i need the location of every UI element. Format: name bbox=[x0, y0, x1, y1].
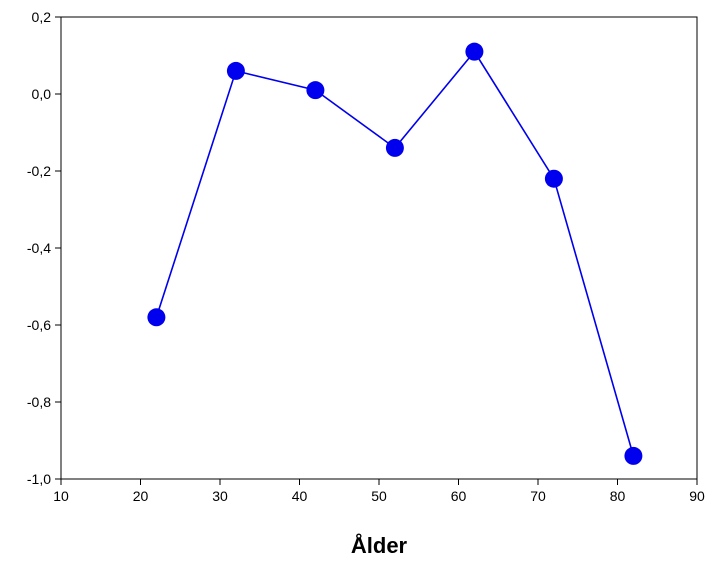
x-tick-label: 80 bbox=[610, 488, 626, 504]
x-axis-title: Ålder bbox=[351, 532, 408, 558]
x-tick-label: 40 bbox=[292, 488, 308, 504]
y-tick-label: -0,2 bbox=[27, 163, 51, 179]
x-tick-label: 60 bbox=[451, 488, 467, 504]
y-tick-label: -0,4 bbox=[27, 240, 51, 256]
plot-area-frame bbox=[60, 16, 698, 480]
x-axis-ticks: 10 20 30 40 50 60 70 80 90 bbox=[53, 479, 705, 504]
x-tick-label: 50 bbox=[371, 488, 387, 504]
data-point bbox=[465, 42, 484, 61]
data-point bbox=[385, 138, 404, 157]
data-point bbox=[226, 61, 245, 80]
x-tick-label: 90 bbox=[689, 488, 705, 504]
y-tick-label: -0,6 bbox=[27, 317, 51, 333]
x-tick-label: 70 bbox=[530, 488, 546, 504]
x-tick-label: 30 bbox=[212, 488, 228, 504]
x-tick-label: 20 bbox=[133, 488, 149, 504]
y-tick-label: -1,0 bbox=[27, 471, 51, 487]
y-tick-label: -0,8 bbox=[27, 394, 51, 410]
y-axis-ticks: -1,0 -0,8 -0,6 -0,4 -0,2 0,0 0,2 bbox=[27, 9, 61, 487]
data-point bbox=[147, 308, 166, 327]
data-point bbox=[624, 446, 643, 465]
series-layer bbox=[147, 42, 643, 465]
data-point bbox=[544, 169, 563, 188]
series-line bbox=[155, 50, 635, 457]
y-tick-label: 0,2 bbox=[32, 9, 52, 25]
y-tick-label: 0,0 bbox=[32, 86, 52, 102]
x-tick-label: 10 bbox=[53, 488, 69, 504]
data-point bbox=[306, 81, 325, 100]
